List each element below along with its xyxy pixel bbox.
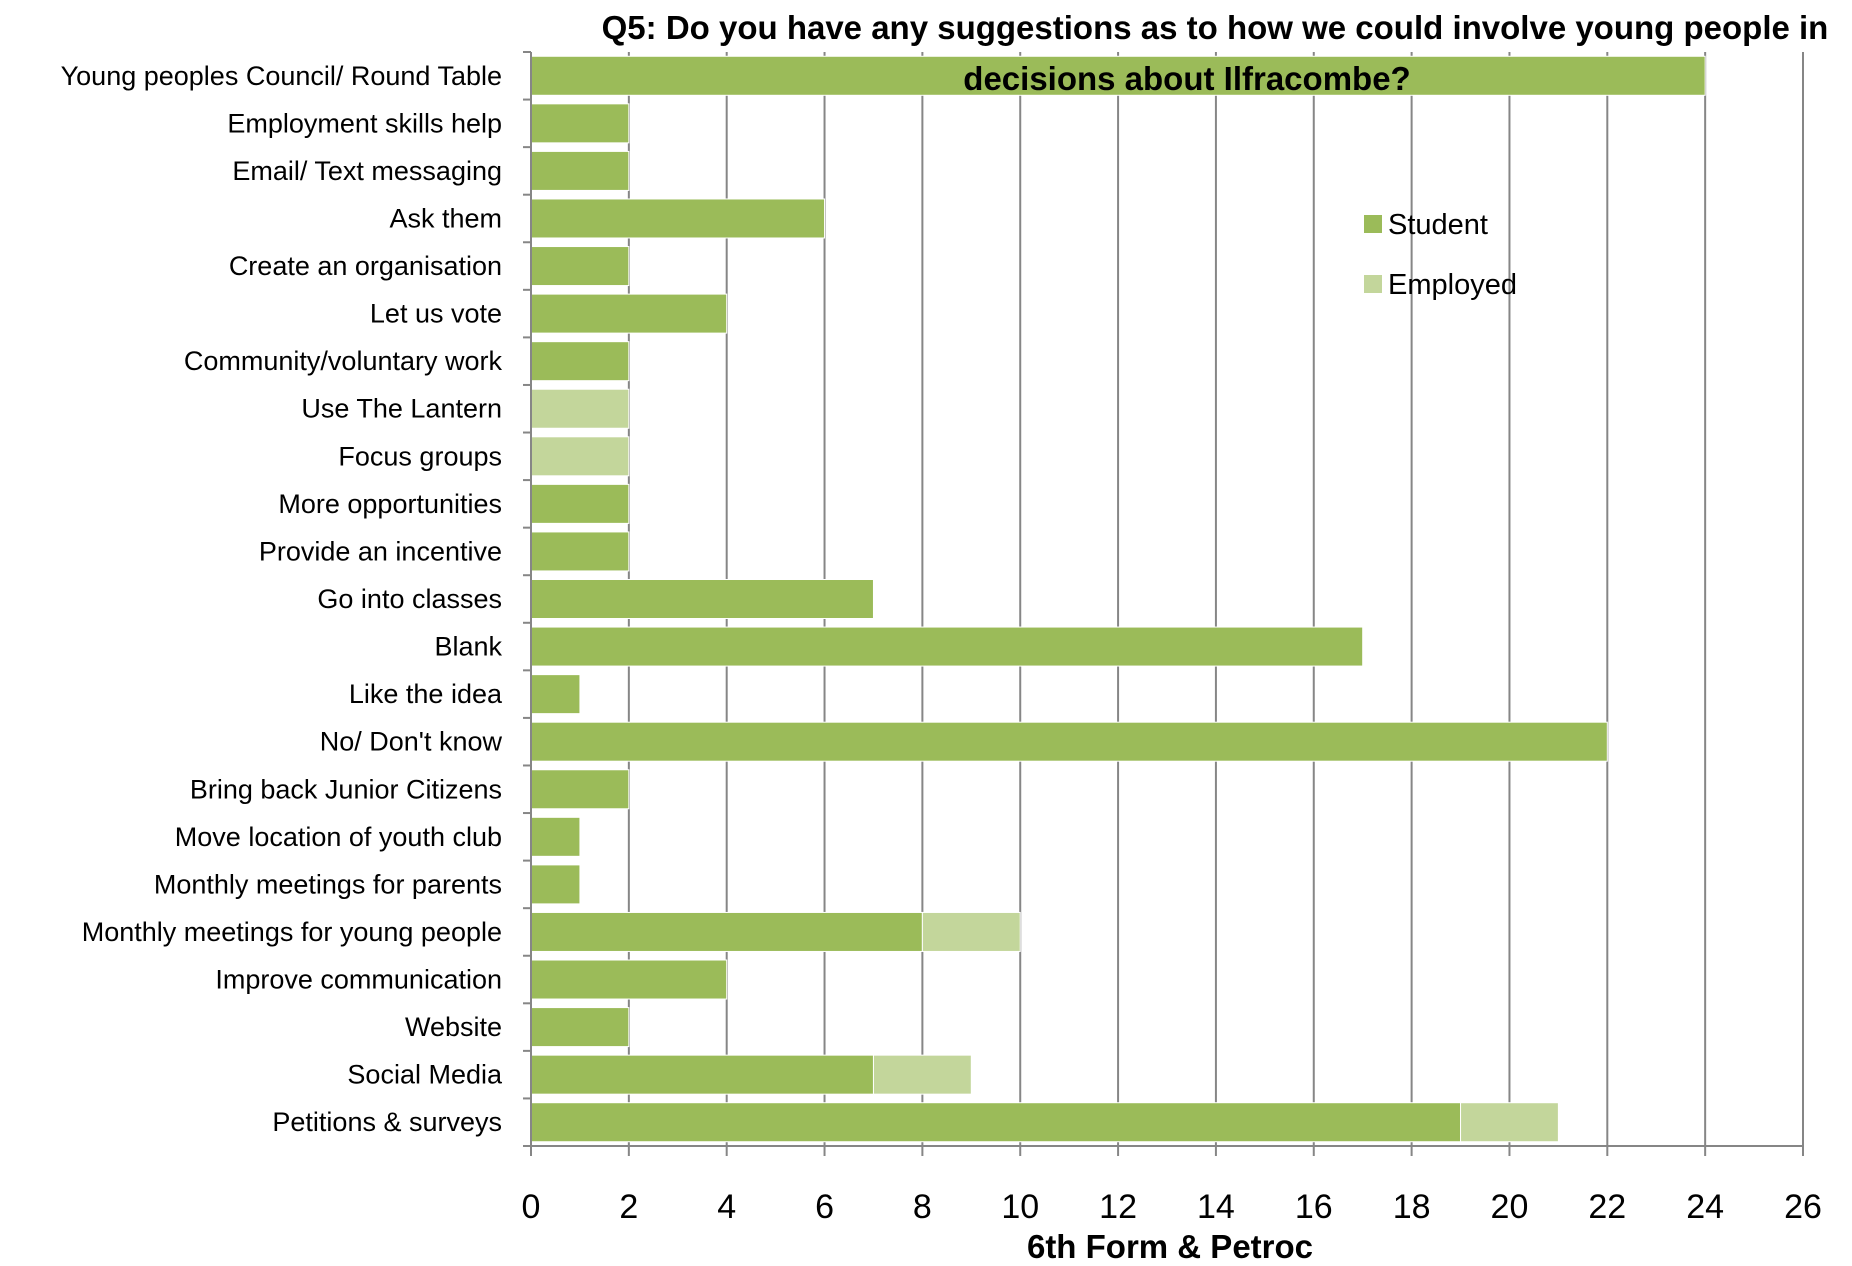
x-axis-title: 6th Form & Petroc — [1027, 1228, 1313, 1265]
legend-label-student: Student — [1388, 209, 1488, 241]
bar-student-6 — [530, 341, 630, 382]
bar-student-9 — [530, 483, 630, 524]
bar-student-13 — [530, 674, 581, 715]
axes — [523, 51, 1804, 1156]
x-tick-label-0: 0 — [522, 1188, 541, 1226]
category-label-12: Blank — [434, 632, 502, 662]
bar-student-1 — [530, 103, 630, 144]
bar-student-2 — [530, 150, 630, 191]
x-tick-label-14: 14 — [1197, 1188, 1235, 1226]
bar-student-4 — [530, 246, 630, 287]
category-label-16: Move location of youth club — [175, 822, 502, 852]
x-tick-label-10: 10 — [1001, 1188, 1039, 1226]
x-tick-label-12: 12 — [1099, 1188, 1137, 1226]
x-tick-label-8: 8 — [913, 1188, 932, 1226]
bar-student-12 — [530, 626, 1364, 667]
category-label-8: Focus groups — [338, 441, 502, 471]
bar-student-14 — [530, 721, 1608, 762]
bar-employed-7 — [530, 388, 630, 429]
bar-student-17 — [530, 864, 581, 905]
category-label-17: Monthly meetings for parents — [154, 869, 502, 899]
bar-student-21 — [530, 1054, 874, 1095]
category-label-11: Go into classes — [317, 584, 502, 614]
category-labels: Young peoples Council/ Round Table Employ… — [61, 61, 503, 1137]
x-tick-label-26: 26 — [1784, 1188, 1822, 1226]
x-tick-label-6: 6 — [815, 1188, 834, 1226]
category-label-20: Website — [405, 1012, 502, 1042]
bar-employed-22 — [1460, 1102, 1559, 1143]
x-tick-label-4: 4 — [717, 1188, 736, 1226]
bars — [530, 55, 1706, 1143]
category-label-7: Use The Lantern — [301, 394, 502, 424]
legend-swatch-student — [1364, 215, 1382, 233]
category-label-5: Let us vote — [370, 299, 502, 329]
x-tick-label-20: 20 — [1491, 1188, 1529, 1226]
category-label-0: Young peoples Council/ Round Table — [61, 61, 502, 91]
bar-student-0 — [530, 55, 1706, 96]
x-tick-label-22: 22 — [1588, 1188, 1626, 1226]
category-label-21: Social Media — [347, 1060, 503, 1090]
category-label-14: No/ Don't know — [320, 727, 503, 757]
bar-student-18 — [530, 911, 923, 952]
bar-student-10 — [530, 531, 630, 572]
category-label-18: Monthly meetings for young people — [82, 917, 502, 947]
category-label-13: Like the idea — [349, 679, 503, 709]
bar-student-16 — [530, 816, 581, 857]
category-label-10: Provide an incentive — [259, 536, 502, 566]
legend-swatch-employed — [1364, 275, 1382, 293]
legend: Student Employed — [1364, 209, 1517, 301]
chart-title-line1: Q5: Do you have any suggestions as to ho… — [602, 9, 1829, 46]
bar-student-15 — [530, 769, 630, 810]
bar-student-22 — [530, 1102, 1462, 1143]
x-tick-label-16: 16 — [1295, 1188, 1333, 1226]
bar-student-11 — [530, 578, 874, 620]
bar-employed-8 — [530, 436, 630, 477]
category-label-4: Create an organisation — [229, 251, 502, 281]
bar-student-19 — [530, 959, 728, 1000]
x-tick-label-18: 18 — [1393, 1188, 1431, 1226]
bar-student-20 — [530, 1007, 630, 1048]
category-label-19: Improve communication — [215, 965, 502, 995]
x-tick-label-24: 24 — [1686, 1188, 1724, 1226]
chart-title-line2: decisions about Ilfracombe? — [963, 60, 1410, 97]
x-tick-labels: 0 2 4 6 8 10 12 14 16 18 20 22 24 26 — [522, 1188, 1822, 1226]
category-label-6: Community/voluntary work — [184, 346, 503, 376]
category-label-2: Email/ Text messaging — [232, 156, 502, 186]
category-label-15: Bring back Junior Citizens — [190, 774, 502, 804]
category-label-1: Employment skills help — [227, 108, 502, 138]
bar-student-5 — [530, 293, 728, 334]
legend-label-employed: Employed — [1388, 269, 1517, 301]
category-label-3: Ask them — [389, 203, 502, 233]
bar-employed-18 — [921, 911, 1021, 952]
bar-employed-21 — [872, 1054, 972, 1095]
category-label-22: Petitions & surveys — [272, 1107, 502, 1137]
x-tick-label-2: 2 — [619, 1188, 638, 1226]
bar-student-3 — [530, 198, 826, 239]
category-label-9: More opportunities — [278, 489, 502, 519]
